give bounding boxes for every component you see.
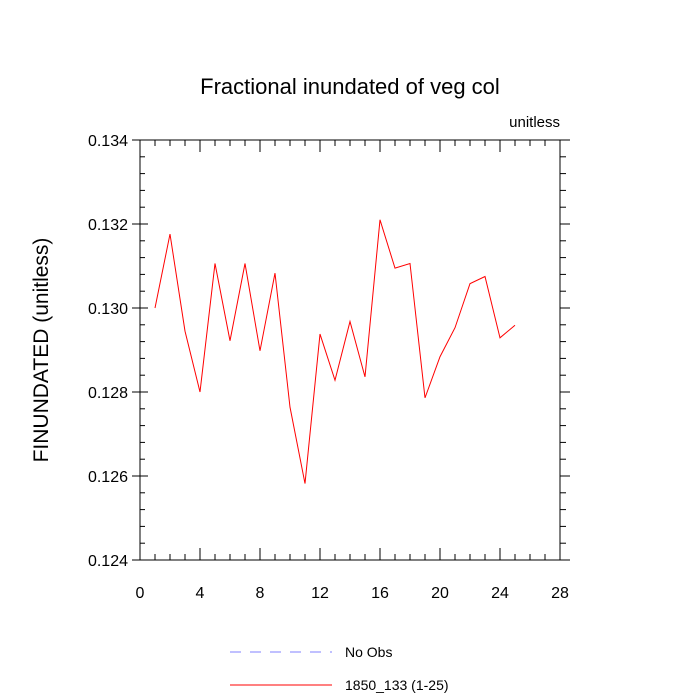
axis-tick-labels: 0 4 8 12 16 20 24 28 0.124 0.126 0.128 0.130 0.132 0.…	[88, 133, 569, 602]
y-tick-label: 0.130	[88, 301, 128, 318]
legend-label: 1850_133 (1-25)	[345, 677, 449, 693]
x-tick-label: 16	[371, 585, 389, 602]
x-tick-label: 8	[256, 585, 265, 602]
legend-label: No Obs	[345, 644, 392, 660]
x-tick-label: 4	[196, 585, 205, 602]
y-tick-label: 0.134	[88, 133, 128, 150]
series-layer	[154, 219, 516, 484]
x-tick-label: 24	[491, 585, 509, 602]
y-tick-label: 0.128	[88, 385, 128, 402]
units-label: unitless	[509, 114, 560, 131]
y-tick-label: 0.126	[88, 469, 128, 486]
x-tick-label: 20	[431, 585, 449, 602]
legend: No Obs 1850_133 (1-25)	[230, 644, 449, 693]
chart-title: Fractional inundated of veg col	[200, 74, 500, 99]
y-axis-label: FINUNDATED (unitless)	[30, 238, 53, 463]
series-line	[154, 219, 516, 484]
y-tick-label: 0.132	[88, 217, 128, 234]
y-tick-label: 0.124	[88, 553, 128, 570]
x-tick-label: 28	[551, 585, 569, 602]
plot-frame	[139, 139, 561, 561]
x-tick-label: 12	[311, 585, 329, 602]
x-tick-label: 0	[136, 585, 145, 602]
axis-ticks	[132, 139, 570, 561]
